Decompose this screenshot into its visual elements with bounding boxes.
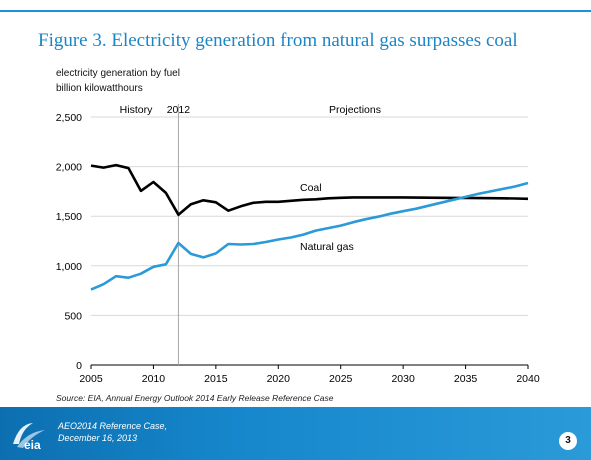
series-line-natural-gas xyxy=(90,181,529,291)
y-tick-label: 500 xyxy=(64,310,82,322)
y-tick-label: 2,500 xyxy=(56,112,82,124)
chart-subtitle-line2: billion kilowatthours xyxy=(56,83,143,94)
line-chart: 0 500 1,000 1,500 2,000 2,500 2005 2010 2015 2020… xyxy=(56,104,540,385)
slide-title: Figure 3. Electricity generation from na… xyxy=(38,30,518,51)
chart-subtitle-line1: electricity generation by fuel xyxy=(56,68,180,79)
x-tick-label: 2040 xyxy=(516,373,540,385)
logo-text: eia xyxy=(24,438,41,452)
x-tick-label: 2035 xyxy=(454,373,478,385)
eia-logo-icon: eia xyxy=(13,423,45,452)
x-tick-label: 2005 xyxy=(79,373,103,385)
slide-top-bar xyxy=(0,0,591,10)
coal-series-label: Coal xyxy=(300,182,322,194)
divider-year-label: 2012 xyxy=(167,104,191,116)
page-number-badge: 3 xyxy=(559,432,577,450)
slide-footer: eia AEO2014 Reference Case, December 16,… xyxy=(0,407,591,460)
projections-label: Projections xyxy=(329,104,381,116)
y-tick-label: 1,000 xyxy=(56,261,82,273)
x-tick-label: 2010 xyxy=(142,373,166,385)
natural-gas-series-label: Natural gas xyxy=(300,241,354,253)
x-tick-label: 2030 xyxy=(391,373,415,385)
y-tick-label: 1,500 xyxy=(56,211,82,223)
footer-line1: AEO2014 Reference Case, xyxy=(58,421,168,431)
y-tick-label: 0 xyxy=(76,360,82,372)
x-tick-label: 2025 xyxy=(329,373,353,385)
history-label: History xyxy=(120,104,153,116)
y-tick-label: 2,000 xyxy=(56,162,82,174)
x-tick-label: 2015 xyxy=(204,373,228,385)
footer-line2: December 16, 2013 xyxy=(58,433,138,443)
series-line-coal xyxy=(90,163,529,216)
slide-top-rule xyxy=(0,10,591,12)
source-note: Source: EIA, Annual Energy Outlook 2014 … xyxy=(56,393,334,403)
x-tick-label: 2020 xyxy=(267,373,291,385)
